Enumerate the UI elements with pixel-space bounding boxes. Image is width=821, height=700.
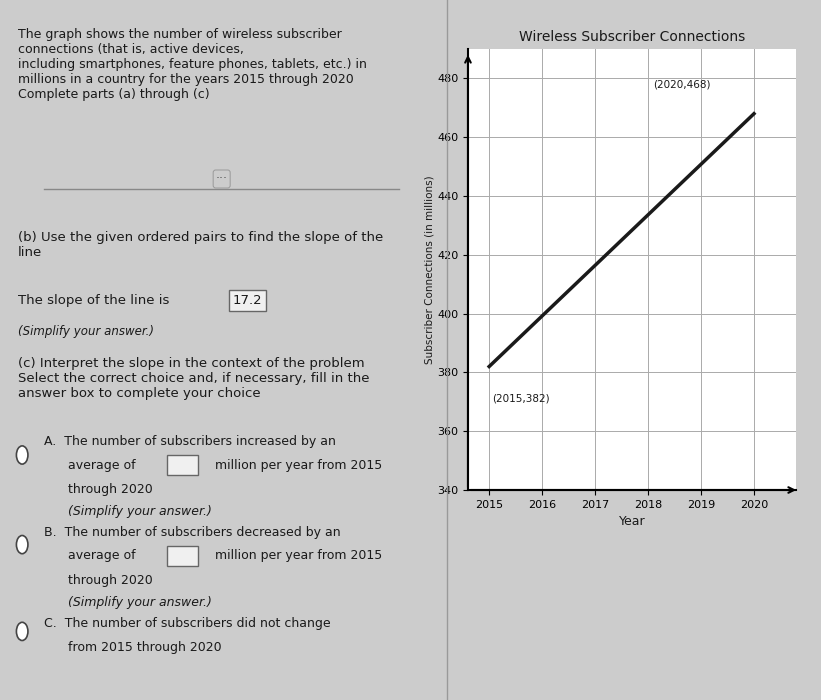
Text: million per year from 2015: million per year from 2015 [210, 550, 382, 563]
Text: 17.2: 17.2 [233, 294, 263, 307]
Text: (c) Interpret the slope in the context of the problem
Select the correct choice : (c) Interpret the slope in the context o… [18, 357, 369, 400]
Text: million per year from 2015: million per year from 2015 [210, 458, 382, 472]
Circle shape [16, 446, 28, 464]
Text: (Simplify your answer.): (Simplify your answer.) [44, 596, 212, 610]
Text: The slope of the line is: The slope of the line is [18, 294, 173, 307]
Text: The graph shows the number of wireless subscriber
connections (that is, active d: The graph shows the number of wireless s… [18, 28, 367, 101]
Text: average of: average of [44, 550, 136, 563]
Text: average of: average of [44, 458, 136, 472]
Text: (Simplify your answer.): (Simplify your answer.) [18, 326, 154, 339]
Text: (2020,468): (2020,468) [654, 79, 711, 89]
Circle shape [16, 536, 28, 554]
Text: A.  The number of subscribers increased by an: A. The number of subscribers increased b… [44, 435, 337, 449]
Text: from 2015 through 2020: from 2015 through 2020 [44, 640, 222, 654]
X-axis label: Year: Year [619, 515, 645, 528]
Text: through 2020: through 2020 [44, 483, 153, 496]
Y-axis label: Subscriber Connections (in millions): Subscriber Connections (in millions) [424, 175, 434, 364]
Text: B.  The number of subscribers decreased by an: B. The number of subscribers decreased b… [44, 526, 341, 540]
Text: (Simplify your answer.): (Simplify your answer.) [44, 505, 212, 519]
Text: (2015,382): (2015,382) [492, 394, 549, 404]
Text: C.  The number of subscribers did not change: C. The number of subscribers did not cha… [44, 617, 331, 631]
Text: ···: ··· [216, 172, 227, 186]
Text: through 2020: through 2020 [44, 574, 153, 587]
Circle shape [16, 622, 28, 640]
Title: Wireless Subscriber Connections: Wireless Subscriber Connections [519, 29, 745, 43]
Text: (b) Use the given ordered pairs to find the slope of the
line: (b) Use the given ordered pairs to find … [18, 231, 383, 259]
